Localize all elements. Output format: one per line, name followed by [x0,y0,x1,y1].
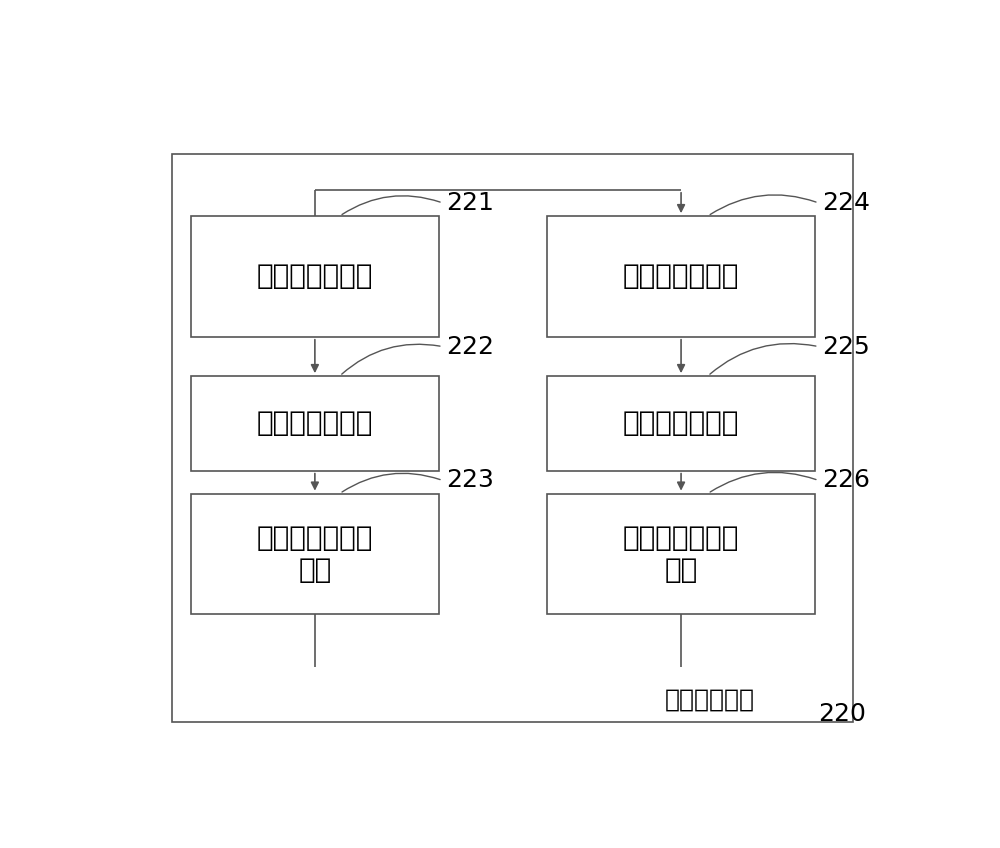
Text: 220: 220 [819,701,866,726]
Text: 226: 226 [822,468,870,493]
Text: 特征提取单元: 特征提取单元 [665,687,755,711]
Bar [191,494,439,614]
Text: 222: 222 [447,335,495,359]
Bar [191,376,439,471]
Bar [191,216,439,337]
Bar [172,154,853,722]
Text: 第一卷积子单元: 第一卷积子单元 [257,262,373,290]
Text: 221: 221 [447,191,494,215]
Text: 第一全局池化子
单元: 第一全局池化子 单元 [257,524,373,584]
Text: 第二池化子单元: 第二池化子单元 [623,410,739,438]
Text: 第一池化子单元: 第一池化子单元 [257,410,373,438]
Bar [547,494,815,614]
Bar [547,216,815,337]
Text: 225: 225 [822,335,870,359]
Text: 223: 223 [447,468,494,493]
Text: 224: 224 [822,191,870,215]
Text: 第二卷积子单元: 第二卷积子单元 [623,262,739,290]
Bar [547,376,815,471]
Text: 第二全局池化子
单元: 第二全局池化子 单元 [623,524,739,584]
